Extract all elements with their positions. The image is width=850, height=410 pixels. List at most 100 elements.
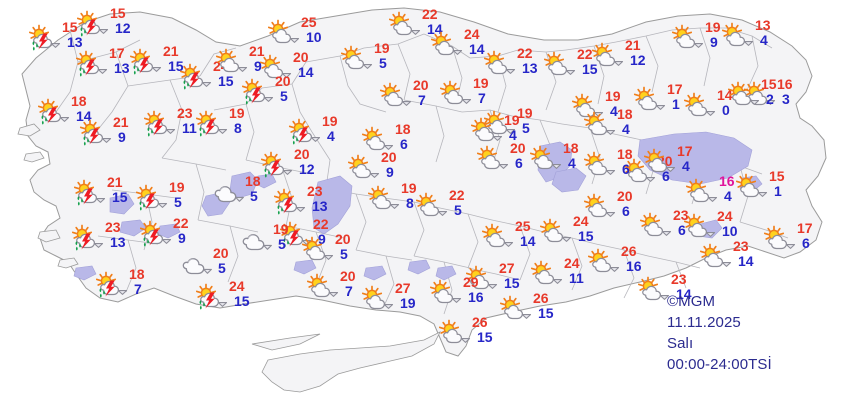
min-temperature: 7 [345,283,353,299]
max-temperature: 23 [177,105,193,121]
raindrop-glyph [283,238,289,248]
max-temperature: 22 [449,187,465,203]
thunderstorm-icon [241,78,275,105]
raindrop-glyph [199,300,205,310]
thunderstorm-icon [129,48,163,75]
min-temperature: 4 [327,128,335,144]
sun-cloud-icon [685,178,719,204]
max-temperature: 17 [677,143,693,159]
raindrop-glyph [147,127,153,137]
min-temperature: 11 [569,270,584,286]
max-temperature: 19 [322,113,338,129]
raindrop-glyph [183,80,189,90]
min-temperature: 4 [682,158,690,174]
min-temperature: 5 [340,246,348,262]
cloud-glyph [311,282,331,298]
cloud-glyph [486,232,506,248]
cloud-glyph [435,40,455,56]
sun-cloud-icon [429,279,463,305]
min-temperature: 13 [312,198,328,214]
max-temperature: 20 [510,140,526,156]
cloud-glyph [588,202,608,218]
min-temperature: 14 [676,286,692,302]
cloud-glyph [475,126,495,142]
raindrop-glyph [133,65,139,75]
cloud-glyph [352,163,372,179]
sun-cloud-icon [361,285,395,311]
max-temperature: 21 [625,37,641,53]
min-temperature: 7 [134,281,142,297]
lake-tuz [311,175,353,235]
min-temperature: 15 [112,189,128,205]
min-temperature: 12 [630,52,646,68]
cloud-glyph [732,90,752,106]
min-temperature: 10 [306,29,322,45]
sun-cloud-icon [388,11,422,37]
max-temperature: 25 [515,218,531,234]
sun-cloud-icon [587,248,621,274]
sun-cloud-icon [361,126,395,152]
thunderstorm-icon [139,220,173,247]
min-temperature: 14 [298,64,314,80]
max-temperature: 14 [717,87,733,103]
min-temperature: 4 [610,103,618,119]
min-temperature: 15 [578,228,594,244]
max-temperature: 18 [245,173,261,189]
lightning-glyph [149,229,159,246]
sun-cloud-icon [530,260,564,286]
cloud-icon [239,226,273,252]
min-temperature: 0 [722,102,730,118]
min-temperature: 10 [722,223,738,239]
lightning-glyph [83,188,93,205]
cloud-glyph [642,285,662,301]
min-temperature: 15 [218,73,234,89]
min-temperature: 8 [234,120,242,136]
max-temperature: 19 [401,180,417,196]
min-temperature: 8 [406,195,414,211]
sun-cloud-icon [415,192,449,218]
thunderstorm-icon [28,24,62,51]
max-temperature: 20 [293,49,309,65]
max-temperature: 20 [381,149,397,165]
forecast-weekday: Salı [667,335,694,352]
sun-cloud-icon [721,22,755,48]
raindrop-glyph [75,241,81,251]
sun-cloud-icon [583,151,617,177]
min-temperature: 11 [182,120,197,136]
min-temperature: 15 [538,305,554,321]
lightning-glyph [153,119,163,136]
lightning-glyph [205,292,215,309]
cloud-icon [179,250,213,276]
max-temperature: 25 [301,14,317,30]
raindrop-glyph [83,136,89,146]
copyright-label: ©MGM [667,293,716,310]
cloud-glyph [576,102,596,118]
sun-cloud-icon [439,80,473,106]
max-temperature: 15 [110,5,126,21]
raindrop-glyph [264,168,270,178]
max-temperature: 19 [374,40,390,56]
cloud-glyph [504,304,524,320]
thunderstorm-icon [135,184,169,211]
max-temperature: 27 [499,260,515,276]
raindrop-glyph [41,115,47,125]
thunderstorm-icon [71,224,105,251]
max-temperature: 18 [71,93,87,109]
cloud-glyph [481,154,501,170]
max-temperature: 16 [719,173,735,189]
sun-cloud-icon [699,243,733,269]
lightning-glyph [86,19,96,36]
max-temperature: 20 [335,231,351,247]
cloud-glyph [726,31,746,47]
lightning-glyph [189,72,199,89]
max-temperature: 21 [113,114,129,130]
lightning-glyph [85,59,95,76]
sun-cloud-icon [481,223,515,249]
min-temperature: 7 [418,92,426,108]
max-temperature: 15 [761,76,777,92]
cloud-glyph [638,95,658,111]
cloud-glyph [444,89,464,105]
cloud-glyph [384,91,404,107]
cyprus-outline [261,331,441,393]
